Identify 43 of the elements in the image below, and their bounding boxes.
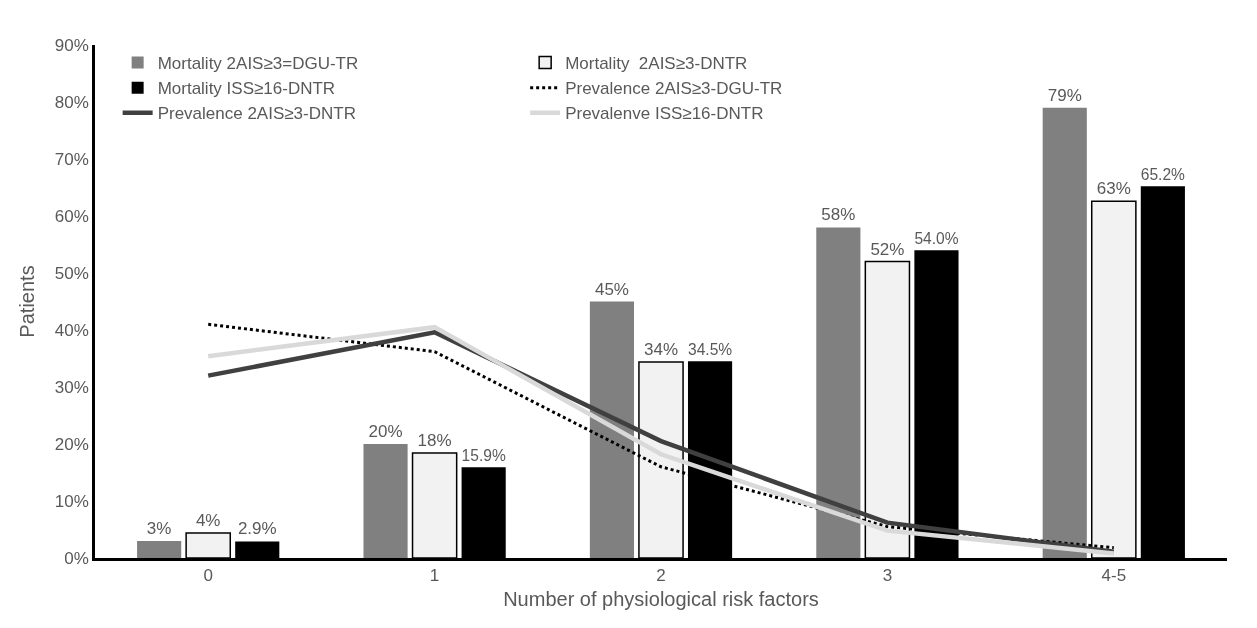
- x-axis-title: Number of physiological risk factors: [503, 587, 819, 610]
- x-tick-label: 3: [882, 566, 893, 586]
- data-label: 54.0%: [914, 229, 959, 247]
- data-label: 2.9%: [237, 519, 277, 539]
- y-tick-label: 20%: [54, 434, 89, 454]
- y-tick-label: 90%: [54, 35, 89, 55]
- data-label: 45%: [594, 279, 629, 299]
- legend-label: Prevalence 2AIS≥3-DNTR: [157, 104, 356, 124]
- bar: [589, 301, 635, 558]
- y-tick-label: 0%: [64, 548, 89, 568]
- data-label: 3%: [146, 518, 172, 538]
- y-tick-label: 50%: [54, 263, 89, 283]
- y-tick-label: 40%: [54, 320, 89, 340]
- x-tick-label: 4-5: [1101, 566, 1127, 586]
- data-label: 58%: [821, 205, 856, 225]
- bar: [137, 540, 182, 558]
- y-tick-label: 80%: [54, 92, 89, 112]
- y-tick-label: 10%: [54, 491, 89, 511]
- legend-label: Mortality 2AIS≥3=DGU-TR: [157, 54, 359, 74]
- data-label: 63%: [1096, 179, 1131, 199]
- data-label: 20%: [368, 422, 403, 441]
- data-label: 15.9%: [461, 446, 506, 464]
- data-label: 52%: [870, 239, 905, 259]
- bar: [363, 444, 408, 558]
- bar: [816, 227, 861, 558]
- y-tick-label: 30%: [54, 377, 89, 397]
- legend-label: Prevalence 2AIS≥3-DGU-TR: [565, 79, 783, 99]
- bar: [1042, 107, 1087, 558]
- data-label: 4%: [195, 510, 221, 530]
- x-tick-label: 2: [656, 566, 666, 586]
- y-axis-title: Patients: [16, 265, 39, 338]
- data-label: 79%: [1047, 85, 1082, 105]
- data-label: 34%: [643, 339, 679, 359]
- y-tick-label: 70%: [54, 149, 89, 169]
- legend-label: Prevalenve ISS≥16-DNTR: [565, 104, 764, 124]
- y-tick-label: 60%: [54, 206, 89, 226]
- x-tick-label: 1: [429, 566, 440, 586]
- x-tick-label: 0: [203, 566, 213, 586]
- data-label: 18%: [417, 431, 452, 451]
- legend-label: Mortality ISS≥16-DNTR: [157, 79, 336, 99]
- data-label: 34.5%: [687, 340, 733, 358]
- data-label: 65.2%: [1140, 165, 1186, 183]
- legend-label: Mortality 2AIS≥3-DNTR: [565, 54, 748, 74]
